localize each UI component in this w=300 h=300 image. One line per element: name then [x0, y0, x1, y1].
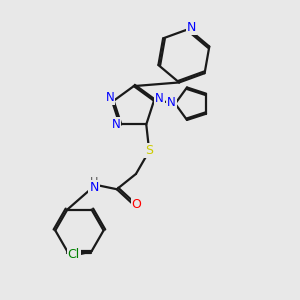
Text: N: N [89, 181, 99, 194]
Text: O: O [132, 198, 142, 211]
Text: Cl: Cl [68, 248, 80, 261]
Text: N: N [187, 21, 196, 34]
Text: S: S [145, 145, 153, 158]
Text: N: N [167, 96, 176, 109]
Text: H: H [90, 178, 98, 188]
Text: N: N [106, 91, 115, 104]
Text: N: N [155, 92, 164, 105]
Text: N: N [112, 118, 120, 131]
